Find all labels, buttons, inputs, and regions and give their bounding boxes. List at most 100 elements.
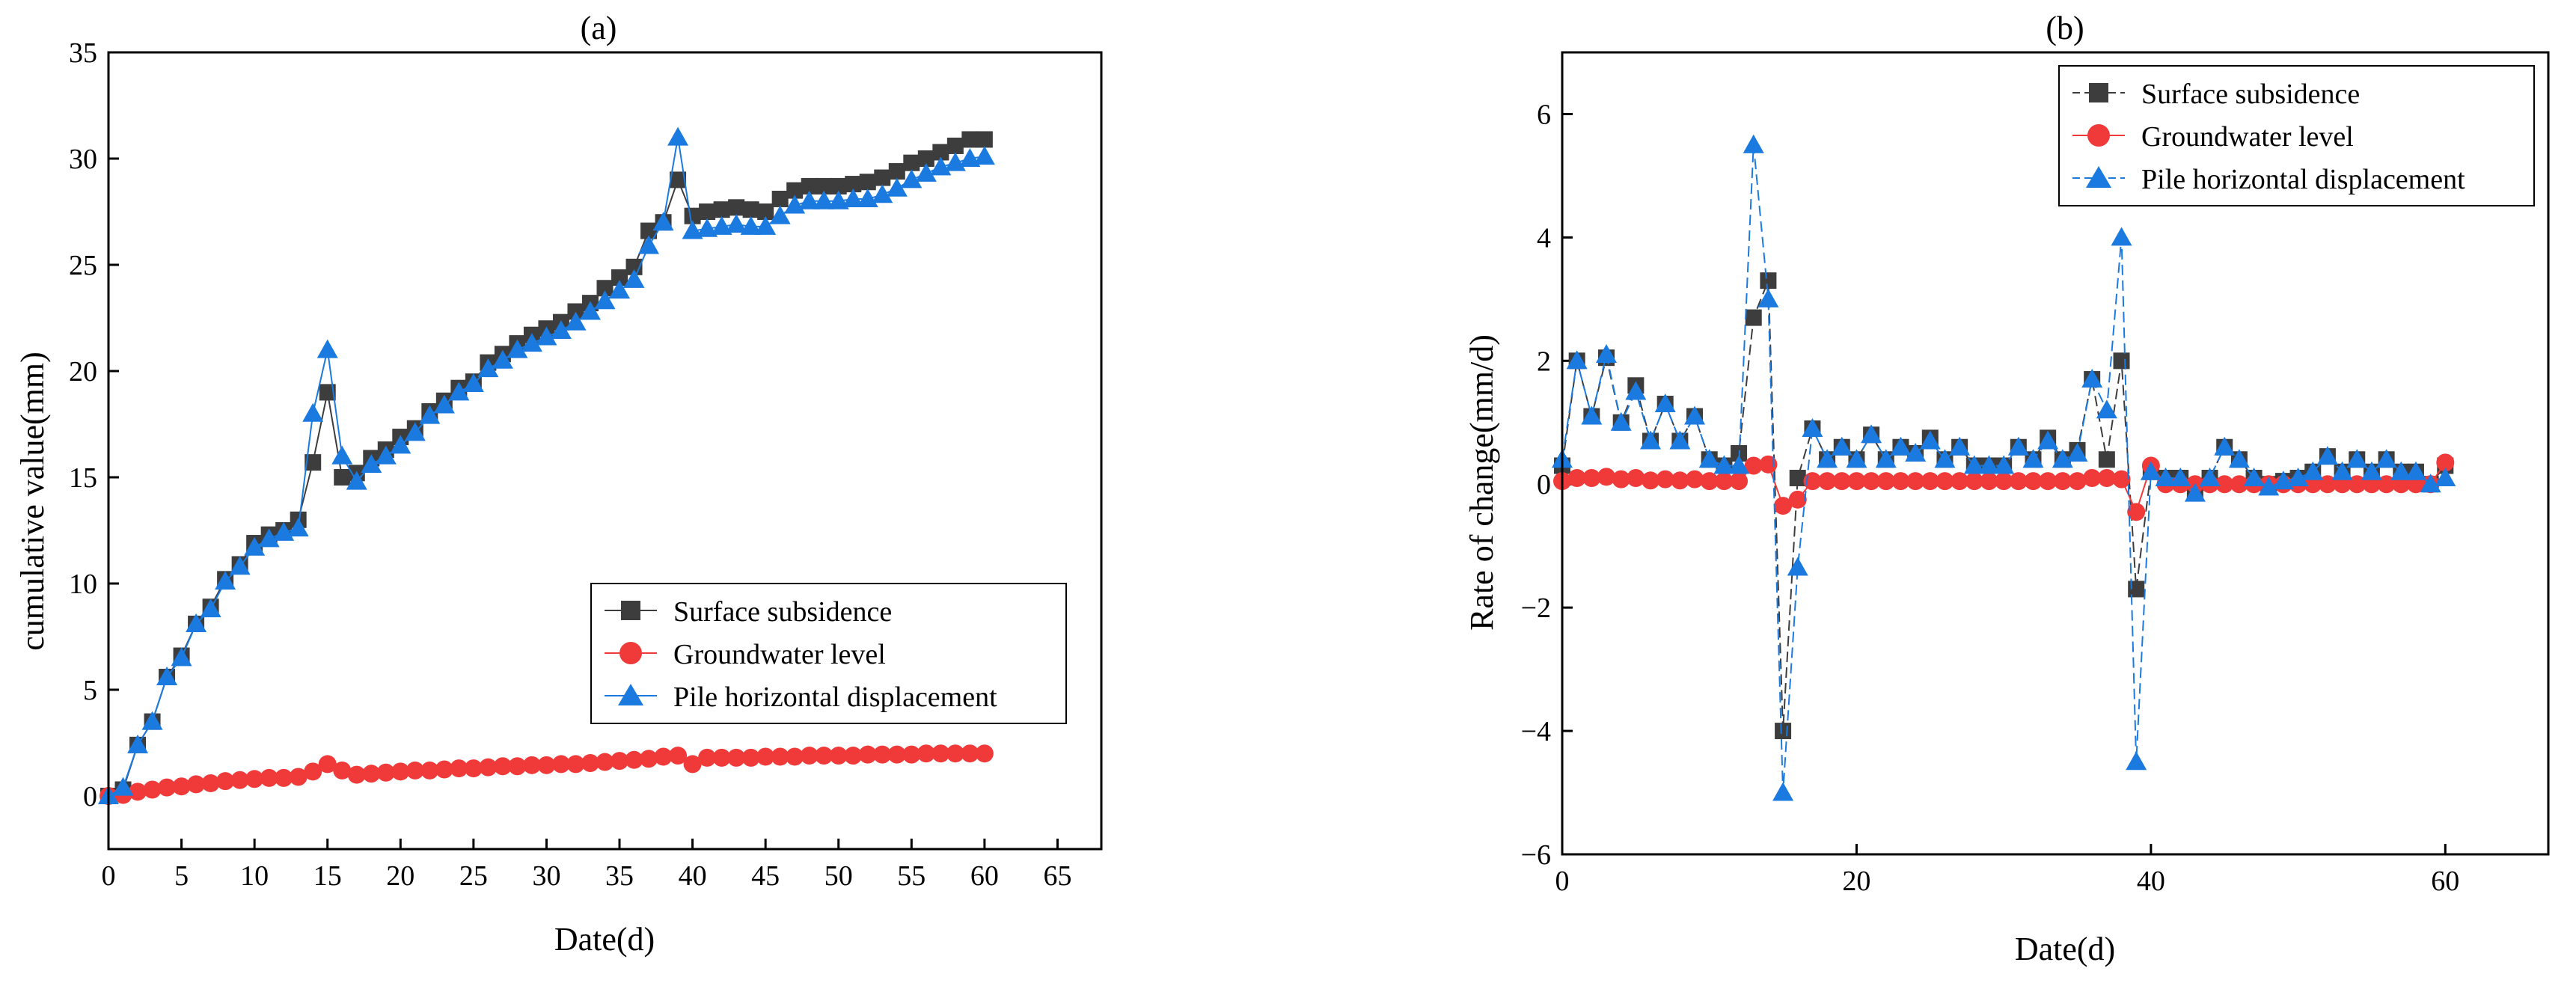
panel-b-subsidence-point [2128,581,2145,598]
panel-a-ytick-label: 20 [69,356,97,388]
panel-a-pile-point [872,184,893,203]
panel-a-groundwater-point [333,761,352,780]
panel-b-pile-point [2126,751,2147,771]
panel-a-pile-point [565,311,587,331]
panel-b-legend-label-groundwater: Groundwater level [2141,121,2354,153]
panel-b-groundwater-point [1965,472,1983,491]
panel-a-ytick-label: 35 [69,37,97,69]
panel-a-subsidence-point [859,174,876,191]
panel-a-xtick-label: 5 [174,860,189,892]
panel-a-groundwater-point [975,744,994,763]
panel-b-ytick-label: −4 [1521,716,1551,747]
panel-a-groundwater-point [464,759,483,778]
panel-b-pile-point [1787,557,1808,576]
panel-b-legend-box [2058,65,2535,206]
panel-a-subsidence-point [305,454,322,471]
panel-a-legend-box [590,583,1067,724]
panel-b-pile-point [1978,455,2000,474]
panel-b-xtick-label: 60 [2431,866,2459,897]
panel-b-groundwater-point [1951,472,1969,491]
panel-b-legend-marker-pile [2086,166,2111,188]
panel-b-legend-marker-subsidence [2089,83,2108,102]
panel-a-xtick-label: 10 [240,860,269,892]
panel-a-groundwater-point [537,756,556,774]
panel-b-groundwater-point [1656,470,1674,489]
panel-b-pile-point [2184,483,2206,502]
panel-b-ytick-label: 0 [1537,469,1551,500]
panel-b-pile-point [1698,449,1720,468]
panel-a-legend-marker-pile [618,684,643,705]
panel-b-pile-point [2170,467,2191,486]
panel-b-pile-point [2287,467,2309,486]
panel-a-groundwater-point [129,783,147,801]
panel-b-title: (b) [2046,10,2084,46]
panel-a-groundwater-point [931,744,950,763]
panel-b-pile-point [1875,449,1897,468]
panel-a-groundwater-point [669,747,688,765]
panel-b-groundwater-point [2024,472,2043,491]
panel-b-pile-point [1728,455,1750,474]
panel-a-subsidence-point [684,207,701,224]
panel-a-legend: Surface subsidence Groundwater level Pil… [590,583,1067,724]
panel-a-groundwater-point [216,772,235,791]
panel-b-pile-point [1993,455,2015,474]
panel-b-groundwater-point [2053,472,2072,491]
panel-b-groundwater-point [2097,468,2116,487]
panel-a-ytick-label: 5 [83,675,97,706]
panel-b-groundwater-point [1818,472,1837,491]
panel-a-groundwater-point [172,777,191,796]
panel-a-pile-point [492,349,513,369]
panel-a-groundwater-point [611,752,629,771]
panel-a-subsidence-point [771,190,789,207]
panel-b-groundwater-point [1906,472,1925,491]
panel-a-pile-point [740,215,762,235]
panel-b-pile-point [2111,227,2132,246]
panel-a-groundwater-point [406,761,424,780]
panel-a-groundwater-point [230,771,249,789]
panel-a-legend-label-groundwater: Groundwater level [673,639,886,670]
panel-a-groundwater-point [902,745,921,764]
panel-a-groundwater-point [581,753,599,772]
panel-b-subsidence-point [2098,451,2115,468]
panel-b: (b) Date(d) Rate of change(mm/d) 0 20 40 60… [1463,10,2550,967]
panel-a-ytick-label: 30 [69,144,97,175]
panel-a-groundwater-point [961,744,979,763]
panel-b-pile-point [2390,461,2412,480]
panel-a-subsidence-point [728,199,745,216]
panel-a-groundwater-point [376,763,395,782]
panel-a-pile-point [769,205,791,224]
panel-b-pile-point [2037,430,2059,450]
panel-a-pile-point [156,666,178,685]
panel-a-subsidence-point [757,203,774,220]
panel-a-pile-point [477,358,499,378]
panel-b-pile-point [2081,369,2103,388]
panel-a-pile-point [462,373,484,393]
panel-b-groundwater-point [1686,470,1704,489]
panel-a-pile-point [638,235,660,254]
panel-a-legend-label-subsidence: Surface subsidence [673,596,892,628]
panel-a-pile-point [842,188,864,207]
panel-b-pile-point [1831,436,1853,456]
panel-a-groundwater-point [450,759,468,778]
panel-a-groundwater-point [625,750,643,769]
panel-a-pile-point [215,571,236,590]
panel-a-subsidence-point [845,176,862,193]
panel-a-subsidence-point [319,384,336,401]
panel-a-groundwater-point [887,745,906,764]
panel-a-pile-point [915,162,937,182]
panel-a-pile-point [258,528,280,548]
panel-b-pile-point [2199,467,2221,486]
panel-a-subsidence-point [334,469,351,486]
panel-b-pile-point [2405,461,2426,480]
panel-b-groundwater-point [1832,472,1851,491]
panel-a-subsidence-point [611,269,628,287]
panel-a-pile-point [667,126,689,146]
panel-a-groundwater-point [786,747,804,766]
panel-a-groundwater-point [508,757,527,776]
panel-a-pile-point [287,518,309,537]
panel-b-pile-point [2346,449,2368,468]
panel-b-groundwater-point [1582,468,1601,487]
panel-a-groundwater-point [275,768,293,787]
panel-b-pile-point [1625,381,1647,400]
panel-b-pile-point [1846,449,1867,468]
